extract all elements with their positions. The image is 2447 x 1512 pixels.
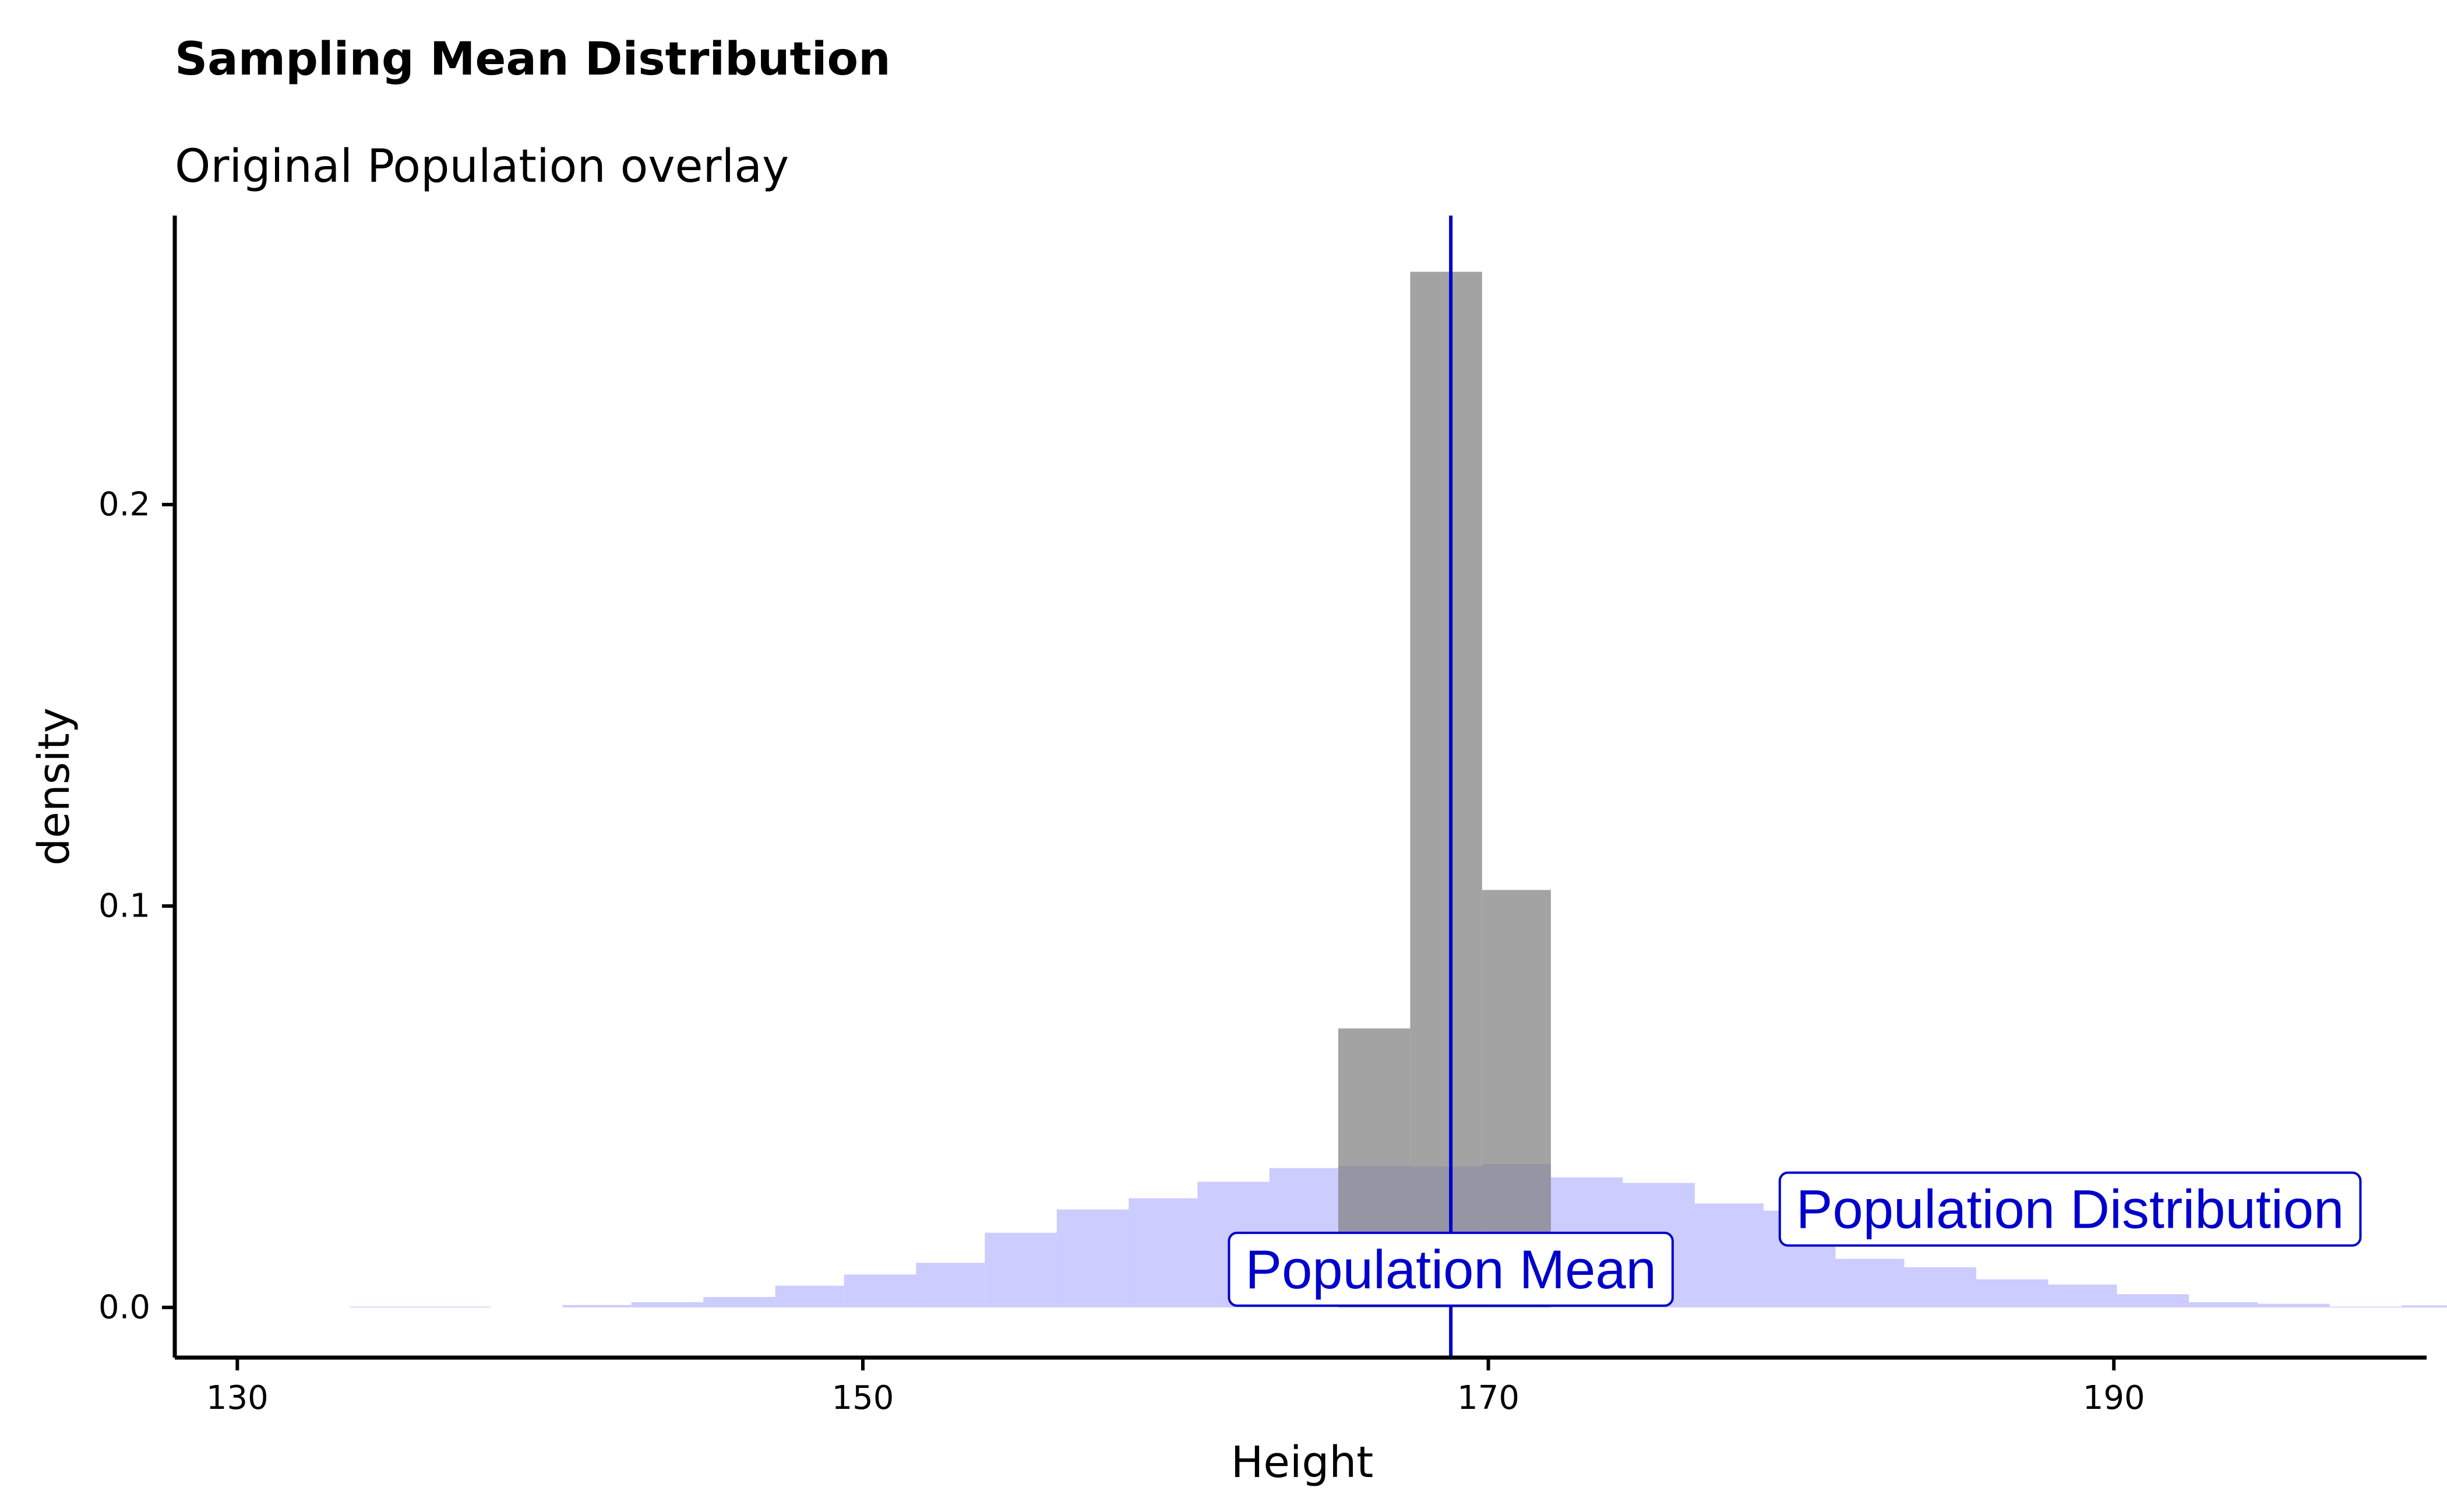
axes [172,216,2427,1360]
population-distribution-annotation-box [1778,1171,2362,1247]
x-tick-label-3: 190 [2083,1379,2145,1417]
x-axis-title: Height [1231,1437,1374,1488]
population-bar-5 [775,1285,844,1307]
x-axis-ticks: 130 150 170 190 [206,1358,2145,1417]
y-tick-label-2: 0.2 [98,486,150,524]
population-bar-6 [844,1274,916,1307]
population-bar-4 [703,1296,775,1307]
population-bar-10 [1129,1198,1198,1307]
population-bar-21 [1904,1267,1976,1307]
population-bar-3 [631,1302,704,1307]
chart-title: Sampling Mean Distribution [175,33,891,86]
population-bar-7 [916,1263,985,1307]
population-bar-25 [2189,1302,2258,1307]
population-bar-26 [2258,1303,2330,1307]
x-tick-label-1: 150 [832,1379,894,1417]
x-tick-label-2: 170 [1457,1379,1519,1417]
population-mean-annotation-text: Population Mean [1245,1239,1656,1300]
chart-subtitle: Original Population overlay [175,140,789,193]
population-mean-annotation: Population Mean [1228,1231,1674,1307]
annotation-labels: Population Mean Population Distribution [1228,1171,2362,1307]
y-tick-label-0: 0.0 [98,1288,150,1326]
x-tick-label-0: 130 [206,1379,269,1417]
population-bar-2 [562,1305,632,1307]
sampling-means-bar-1 [1410,272,1482,1307]
y-tick-label-1: 0.1 [98,887,150,925]
population-bar-9 [1056,1209,1129,1307]
y-axis-title: density [29,707,79,865]
population-bar-8 [985,1232,1057,1307]
population-bar-22 [1976,1279,2048,1307]
population-distribution-annotation-text: Population Distribution [1796,1179,2344,1240]
population-bar-18 [1694,1203,1764,1307]
population-bar-23 [2048,1284,2117,1307]
population-bar-20 [1835,1259,1905,1307]
population-bar-28 [2402,1305,2447,1307]
population-bar-24 [2117,1294,2189,1307]
population-mean-annotation-box [1228,1231,1674,1307]
y-axis-ticks: 0.0 0.1 0.2 [98,486,175,1326]
population-distribution-annotation: Population Distribution [1778,1171,2362,1247]
sampling-mean-histogram [1338,272,1551,1307]
